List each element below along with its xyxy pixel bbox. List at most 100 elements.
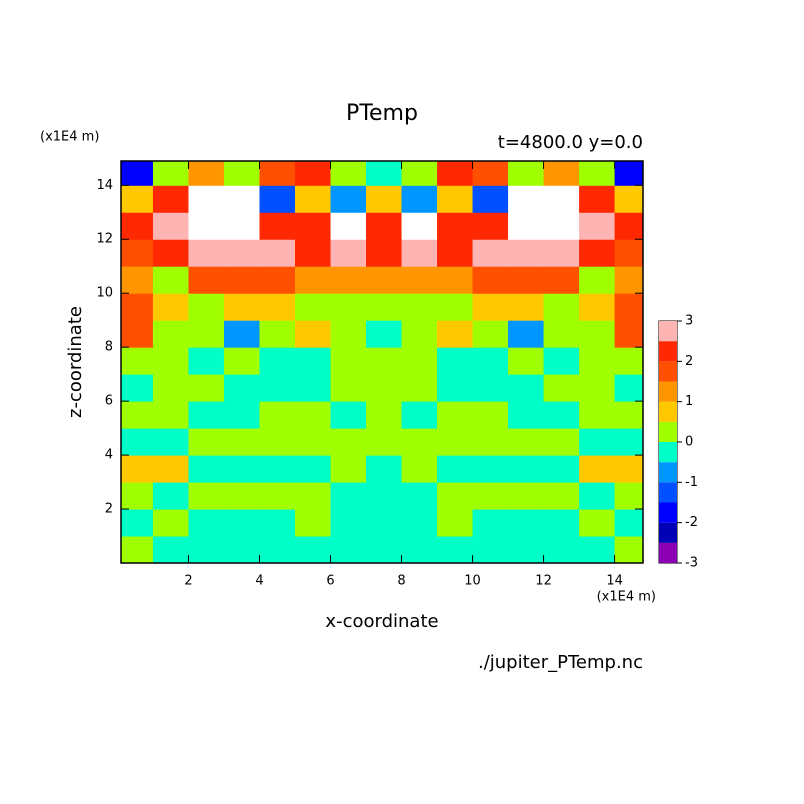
- field-cell: [259, 239, 296, 267]
- field-cell: [401, 347, 438, 375]
- y-tick-label: 14: [96, 178, 113, 193]
- field-cell: [259, 266, 296, 294]
- colorbar-band: [659, 321, 677, 342]
- field-cell: [579, 536, 616, 563]
- field-cell: [223, 347, 260, 375]
- field-cell: [259, 293, 296, 321]
- field-cell: [614, 455, 643, 483]
- field-cell: [152, 401, 189, 429]
- field-cell: [223, 266, 260, 294]
- field-cell: [472, 161, 509, 186]
- field-cell: [543, 536, 580, 563]
- field-cell: [366, 509, 403, 537]
- field-cell: [295, 185, 332, 213]
- field-cell: [259, 455, 296, 483]
- field-cell: [437, 482, 474, 510]
- field-cell: [330, 185, 367, 213]
- field-cell: [259, 536, 296, 563]
- field-cell: [614, 161, 643, 186]
- field-cell: [543, 266, 580, 294]
- field-cell: [259, 347, 296, 375]
- field-cell: [508, 161, 545, 186]
- field-cell: [366, 161, 403, 186]
- field-cell: [543, 455, 580, 483]
- field-cell: [295, 212, 332, 240]
- field-cell: [152, 536, 189, 563]
- field-cell: [366, 185, 403, 213]
- field-cell: [437, 374, 474, 402]
- field-cell: [401, 266, 438, 294]
- field-cell: [543, 347, 580, 375]
- y-tick-label: 10: [96, 286, 113, 301]
- x-tick-label: 2: [184, 574, 192, 589]
- field-cell: [401, 212, 438, 240]
- field-cell: [259, 185, 296, 213]
- field-cell: [295, 482, 332, 510]
- field-cell: [508, 374, 545, 402]
- colorbar-band: [659, 542, 677, 563]
- field-cell: [295, 161, 332, 186]
- field-cell: [401, 239, 438, 267]
- field-cell: [508, 320, 545, 348]
- field-cell: [295, 509, 332, 537]
- field-cell: [223, 509, 260, 537]
- field-cell: [401, 293, 438, 321]
- field-cell: [579, 509, 616, 537]
- field-cell: [223, 320, 260, 348]
- colorbar-tick-label: 3: [685, 314, 693, 329]
- field-cell: [472, 266, 509, 294]
- field-cell: [437, 239, 474, 267]
- field-cell: [188, 320, 225, 348]
- x-tick-label: 14: [606, 574, 623, 589]
- field-cell: [366, 266, 403, 294]
- field-cell: [223, 239, 260, 267]
- field-cell: [437, 536, 474, 563]
- field-cell: [401, 509, 438, 537]
- colorbar-tick-label: 2: [685, 354, 693, 369]
- field-cell: [472, 509, 509, 537]
- field-cell: [437, 320, 474, 348]
- colorbar-band: [659, 381, 677, 402]
- field-cell: [121, 239, 154, 267]
- colorbar-band: [659, 401, 677, 422]
- field-cell: [401, 482, 438, 510]
- field-cell: [152, 161, 189, 186]
- field-cell: [295, 347, 332, 375]
- field-cell: [223, 536, 260, 563]
- field-cell: [614, 401, 643, 429]
- field-cell: [401, 161, 438, 186]
- field-cell: [579, 347, 616, 375]
- field-cell: [579, 374, 616, 402]
- field-cell: [330, 509, 367, 537]
- field-cell: [543, 401, 580, 429]
- field-cell: [437, 161, 474, 186]
- field-cell: [152, 455, 189, 483]
- y-tick-label: 2: [105, 502, 113, 517]
- field-cell: [152, 347, 189, 375]
- field-cell: [437, 455, 474, 483]
- field-cell: [579, 401, 616, 429]
- field-cell: [614, 212, 643, 240]
- field-cell: [508, 266, 545, 294]
- field-cell: [223, 161, 260, 186]
- field-cell: [614, 482, 643, 510]
- field-cell: [508, 239, 545, 267]
- field-cell: [472, 347, 509, 375]
- field-cell: [437, 185, 474, 213]
- field-cell: [472, 320, 509, 348]
- field-cell: [295, 266, 332, 294]
- field-cell: [614, 347, 643, 375]
- field-cell: [614, 293, 643, 321]
- x-tick-label: 10: [464, 574, 481, 589]
- x-tick-label: 12: [535, 574, 552, 589]
- field-cell: [472, 536, 509, 563]
- field-cell: [223, 428, 260, 456]
- field-cell: [188, 347, 225, 375]
- field-cell: [472, 401, 509, 429]
- field-cell: [366, 536, 403, 563]
- field-cell: [508, 428, 545, 456]
- field-cell: [579, 293, 616, 321]
- field-cell: [121, 536, 154, 563]
- field-cell: [223, 455, 260, 483]
